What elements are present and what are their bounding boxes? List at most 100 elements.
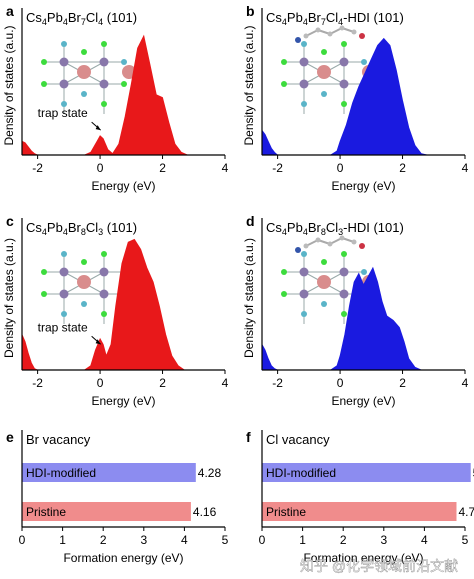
hdi-atom: [351, 29, 357, 35]
hdi-atom: [303, 33, 309, 39]
y-axis-label: Density of states (a.u.): [2, 25, 16, 145]
x-tick-label: 2: [399, 376, 406, 390]
halide-atom: [361, 59, 367, 65]
hdi-atom: [315, 27, 321, 33]
bar-value-label: 4.28: [198, 466, 222, 480]
pb-atom: [299, 79, 309, 89]
x-tick-label: 4: [222, 161, 229, 175]
halide-atom: [281, 81, 287, 87]
title-part: Cl: [326, 10, 338, 25]
title-part: 4: [282, 17, 287, 27]
x-tick-label: 5: [462, 533, 469, 547]
bar-category-label: HDI-modified: [26, 466, 96, 480]
dos-area-c: [21, 238, 194, 371]
halide-atom: [301, 311, 307, 317]
title-part: Cs: [26, 220, 42, 235]
hdi-atom: [315, 237, 321, 243]
hdi-atom: [351, 239, 357, 245]
halide-atom: [121, 59, 127, 65]
halide-atom: [341, 41, 347, 47]
x-tick-label: 2: [100, 533, 107, 547]
panel-title-f: Cl vacancy: [266, 432, 330, 447]
x-axis-label: Formation energy (eV): [303, 551, 423, 565]
cs-atom: [77, 65, 91, 79]
x-tick-label: 4: [462, 161, 469, 175]
halide-atom: [301, 101, 307, 107]
o-atom: [359, 33, 365, 39]
trap-state-label: trap state: [38, 106, 88, 120]
halide-atom: [321, 301, 327, 307]
x-tick-label: -2: [32, 376, 43, 390]
x-tick-label: 4: [181, 533, 188, 547]
panel-letter-c: c: [6, 213, 14, 229]
x-tick-label: 4: [421, 533, 428, 547]
halide-atom: [321, 49, 327, 55]
hdi-atom: [327, 31, 333, 37]
x-tick-label: 2: [340, 533, 347, 547]
bar-value-label: 4.16: [193, 505, 217, 519]
halide-atom: [281, 59, 287, 65]
title-part: 4: [338, 17, 343, 27]
panel-title-a: Cs4Pb4Br7Cl4 (101): [26, 10, 137, 27]
o-atom: [359, 243, 365, 249]
pb-atom: [99, 57, 109, 67]
pb-atom: [339, 267, 349, 277]
x-tick-label: -2: [272, 376, 283, 390]
title-part: 7: [81, 17, 86, 27]
halide-atom: [361, 269, 367, 275]
title-part: Pb: [47, 10, 63, 25]
title-part: -HDI (101): [343, 10, 404, 25]
pb-atom: [299, 57, 309, 67]
x-tick-label: 2: [399, 161, 406, 175]
pb-atom: [339, 57, 349, 67]
title-part: Cs: [266, 10, 282, 25]
panel-title-b: Cs4Pb4Br7Cl4-HDI (101): [266, 10, 404, 27]
title-part: Br: [308, 220, 322, 235]
halide-atom: [281, 269, 287, 275]
x-tick-label: 3: [140, 533, 147, 547]
hdi-atom: [303, 243, 309, 249]
x-axis-label: Formation energy (eV): [63, 551, 183, 565]
bar-panel-f: f Cl vacancy HDI-modified 5.14 Pristine 4.79 0…: [246, 429, 474, 565]
title-part: 8: [321, 227, 326, 237]
title-part: 4: [63, 17, 68, 27]
hdi-atom: [339, 235, 345, 241]
n-atom: [295, 247, 301, 253]
halide-atom: [61, 41, 67, 47]
title-part: 8: [81, 227, 86, 237]
pb-atom: [59, 267, 69, 277]
halide-atom: [101, 251, 107, 257]
cs-atom: [317, 65, 331, 79]
title-part: Br: [68, 10, 82, 25]
title-part: 4: [303, 17, 308, 27]
title-part: Pb: [287, 10, 303, 25]
x-tick-label: -2: [32, 161, 43, 175]
pb-atom: [339, 289, 349, 299]
halide-atom: [341, 311, 347, 317]
title-part: Cs: [266, 220, 282, 235]
title-part: Pb: [47, 220, 63, 235]
halide-atom: [41, 291, 47, 297]
title-part: 4: [63, 227, 68, 237]
bar-category-label: Pristine: [266, 505, 306, 519]
title-part: 4: [98, 17, 103, 27]
halide-atom: [61, 311, 67, 317]
x-axis-label: Energy (eV): [91, 179, 155, 193]
bar-value-label: 4.79: [458, 505, 474, 519]
title-part: (101): [103, 10, 137, 25]
bar-category-label: HDI-modified: [266, 466, 336, 480]
pb-atom: [99, 267, 109, 277]
pb-atom: [59, 79, 69, 89]
x-axis-label: Energy (eV): [331, 179, 395, 193]
halide-atom: [301, 41, 307, 47]
x-tick-label: 1: [59, 533, 66, 547]
x-tick-label: -2: [272, 161, 283, 175]
title-part: Br: [308, 10, 322, 25]
pb-atom: [299, 267, 309, 277]
pb-atom: [339, 79, 349, 89]
bar-0: [22, 463, 196, 482]
title-part: Cl: [326, 220, 338, 235]
halide-atom: [341, 251, 347, 257]
